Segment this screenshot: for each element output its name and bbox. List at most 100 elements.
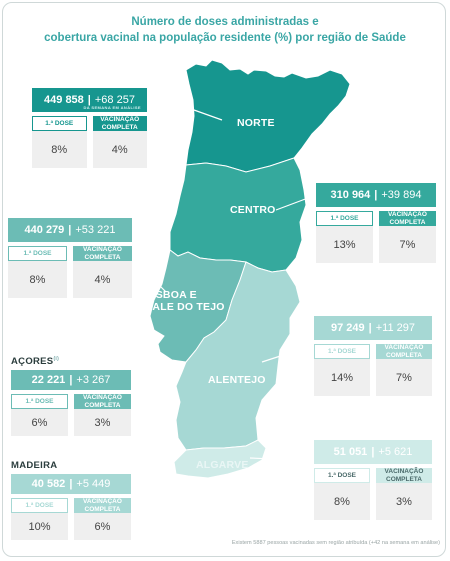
card-madeira-delta: +5 449 (76, 478, 111, 490)
card-algarve: 51 051 | +5 621 1.ª DOSE 8% VACINAÇÃO COMPLET… (314, 440, 432, 520)
card-centro-vac-column: VACINAÇÃO COMPLETA 7% (379, 211, 436, 263)
region-label-lisboa-2: VALE DO TEJO (146, 301, 225, 313)
card-norte-separator: | (87, 94, 91, 106)
card-algarve-separator: | (371, 446, 375, 458)
card-madeira-vac-label: VACINAÇÃO COMPLETA (74, 498, 131, 513)
card-centro-separator: | (374, 189, 378, 201)
card-alentejo-vac-value: 7% (376, 359, 432, 396)
card-norte-header: 449 858 | +68 257 DA SEMANA EM ANÁLISE (32, 88, 147, 112)
card-centro-dose-column: 1.ª DOSE 13% (316, 211, 373, 263)
card-norte-note: DA SEMANA EM ANÁLISE (83, 105, 141, 110)
leader-line-algarve (249, 457, 299, 461)
acores-title: AÇORES(i) (11, 356, 59, 367)
card-algarve-dose-value: 8% (314, 483, 370, 520)
card-madeira-separator: | (69, 478, 73, 490)
card-algarve-vac-value: 3% (376, 483, 432, 520)
map-region-algarve[interactable] (173, 439, 267, 479)
footnote: Existem 5887 pessoas vacinadas sem regiã… (231, 540, 440, 546)
card-lisboa-vac-label: VACINAÇÃO COMPLETA (73, 246, 132, 261)
card-lisboa-dose-value: 8% (8, 261, 67, 298)
card-lisboa-header: 440 279 | +53 221 (8, 218, 132, 242)
card-madeira-dose-label: 1.ª DOSE (11, 498, 68, 513)
card-centro-delta: +39 894 (381, 189, 422, 201)
card-alentejo-header: 97 249 | +11 297 (314, 316, 432, 340)
card-algarve-header: 51 051 | +5 621 (314, 440, 432, 464)
acores-name: AÇORES (11, 356, 54, 368)
region-label-algarve: ALGARVE (196, 459, 249, 471)
page-title: Número de doses administradas e cobertur… (20, 14, 430, 46)
region-label-alentejo: ALENTEJO (208, 374, 266, 386)
card-alentejo-dose-column: 1.ª DOSE 14% (314, 344, 370, 396)
card-algarve-dose-column: 1.ª DOSE 8% (314, 468, 370, 520)
card-acores: 22 221 | +3 267 1.ª DOSE 6% VACINAÇÃO COMPLET… (11, 370, 131, 436)
card-lisboa-delta: +53 221 (75, 224, 116, 236)
card-centro-vac-value: 7% (379, 226, 436, 263)
card-centro: 310 964 | +39 894 1.ª DOSE 13% VACINAÇÃO COMP… (316, 183, 436, 263)
card-madeira-header: 40 582 | +5 449 (11, 474, 131, 494)
card-norte-vac-column: VACINAÇÃO COMPLETA 4% (92, 116, 147, 168)
card-acores-dose-column: 1.ª DOSE 6% (11, 394, 68, 436)
card-norte-dose-column: 1.ª DOSE 8% (32, 116, 87, 168)
card-algarve-vac-label: VACINAÇÃO COMPLETA (376, 468, 432, 483)
leader-line-alentejo (261, 344, 315, 363)
card-alentejo-vac-column: VACINAÇÃO COMPLETA 7% (376, 344, 432, 396)
card-lisboa: 440 279 | +53 221 1.ª DOSE 8% VACINAÇÃO COMPL… (8, 218, 132, 298)
card-algarve-dose-label: 1.ª DOSE (314, 468, 370, 483)
card-norte: 449 858 | +68 257 DA SEMANA EM ANÁLISE 1.ª D… (32, 88, 147, 168)
card-madeira-vac-value: 6% (74, 513, 131, 540)
card-norte-delta: +68 257 (94, 94, 135, 106)
madeira-title: MADEIRA (11, 460, 58, 471)
card-madeira-dose-value: 10% (11, 513, 68, 540)
card-lisboa-vac-value: 4% (73, 261, 132, 298)
card-centro-vac-label: VACINAÇÃO COMPLETA (379, 211, 436, 226)
leader-line-centro (275, 194, 317, 211)
card-alentejo-separator: | (368, 322, 372, 334)
card-acores-dose-value: 6% (11, 409, 68, 436)
card-lisboa-vac-column: VACINAÇÃO COMPLETA 4% (73, 246, 132, 298)
card-acores-delta: +3 267 (76, 374, 111, 386)
card-alentejo-delta: +11 297 (375, 322, 415, 334)
leader-line-lisboa (141, 267, 167, 293)
card-algarve-delta: +5 621 (378, 446, 413, 458)
card-norte-dose-label: 1.ª DOSE (32, 116, 87, 131)
card-acores-total: 22 221 (31, 374, 66, 386)
card-norte-total: 449 858 (44, 94, 84, 106)
card-acores-header: 22 221 | +3 267 (11, 370, 131, 390)
title-line-1: Número de doses administradas e (131, 16, 319, 28)
card-madeira-total: 40 582 (31, 478, 66, 490)
card-acores-vac-value: 3% (74, 409, 131, 436)
card-lisboa-total: 440 279 (24, 224, 65, 236)
card-centro-header: 310 964 | +39 894 (316, 183, 436, 207)
card-centro-dose-label: 1.ª DOSE (316, 211, 373, 226)
card-lisboa-dose-column: 1.ª DOSE 8% (8, 246, 67, 298)
card-lisboa-dose-label: 1.ª DOSE (8, 246, 67, 261)
card-algarve-vac-column: VACINAÇÃO COMPLETA 3% (376, 468, 432, 520)
region-label-norte: NORTE (237, 117, 275, 129)
card-norte-vac-value: 4% (92, 131, 147, 168)
card-madeira-dose-column: 1.ª DOSE 10% (11, 498, 68, 540)
leader-lines (141, 104, 317, 461)
card-alentejo-dose-label: 1.ª DOSE (314, 344, 370, 359)
page-frame (2, 2, 446, 557)
leader-line-norte (179, 104, 223, 121)
card-alentejo-vac-label: VACINAÇÃO COMPLETA (376, 344, 432, 359)
card-alentejo-dose-value: 14% (314, 359, 370, 396)
card-algarve-total: 51 051 (333, 446, 368, 458)
card-lisboa-separator: | (68, 224, 72, 236)
map-region-norte[interactable] (185, 59, 351, 173)
card-alentejo-total: 97 249 (331, 322, 365, 334)
card-centro-total: 310 964 (330, 189, 371, 201)
card-alentejo: 97 249 | +11 297 1.ª DOSE 14% VACINAÇÃO COMPL… (314, 316, 432, 396)
region-label-centro: CENTRO (230, 204, 276, 216)
card-madeira-vac-column: VACINAÇÃO COMPLETA 6% (74, 498, 131, 540)
card-acores-vac-label: VACINAÇÃO COMPLETA (74, 394, 131, 409)
region-label-lisboa-1: LISBOA E (146, 289, 197, 301)
card-acores-dose-label: 1.ª DOSE (11, 394, 68, 409)
card-norte-dose-value: 8% (32, 131, 87, 168)
card-madeira: 40 582 | +5 449 1.ª DOSE 10% VACINAÇÃO COMPLE… (11, 474, 131, 540)
title-line-2: cobertura vacinal na população residente… (44, 32, 406, 44)
card-centro-dose-value: 13% (316, 226, 373, 263)
card-acores-separator: | (69, 374, 73, 386)
